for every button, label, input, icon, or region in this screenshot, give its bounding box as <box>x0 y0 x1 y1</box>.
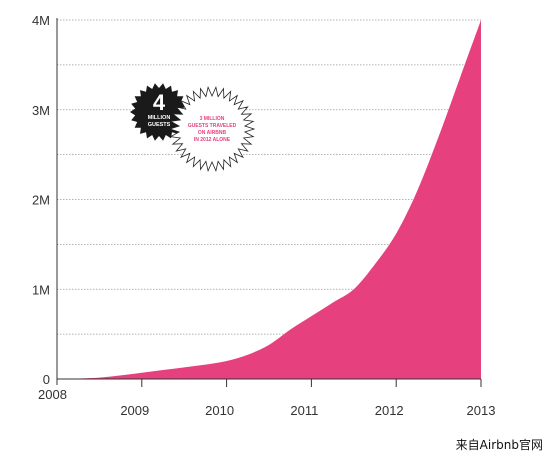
badge-4-million-guests: 4 MILLION GUESTS <box>130 83 188 141</box>
x-tick-label: 2008 <box>38 387 67 402</box>
y-tick-label: 1M <box>32 282 50 297</box>
y-tick-label: 2M <box>32 193 50 208</box>
x-tick-label: 2009 <box>120 403 149 418</box>
y-axis-ticks: 0 1M 2M 3M 4M <box>32 13 50 387</box>
x-tick-label: 2011 <box>290 403 318 418</box>
badge2-line4: IN 2012 ALONE <box>194 137 231 143</box>
badge-3-million-2012: 3 MILLION GUESTS TRAVELED ON AIRBNB IN 2… <box>168 85 256 173</box>
y-tick-label: 0 <box>43 372 50 387</box>
y-tick-label: 3M <box>32 103 50 118</box>
badge-label-line2: GUESTS <box>148 122 171 128</box>
x-axis-ticks: 2008 2009 2010 2011 2012 2013 <box>38 379 495 418</box>
y-tick-label: 4M <box>32 13 50 28</box>
badge2-line3: ON AIRBNB <box>198 130 227 136</box>
x-tick-label: 2010 <box>205 403 234 418</box>
guests-area-series <box>57 20 481 379</box>
badge2-line2: GUESTS TRAVELED <box>188 123 237 129</box>
badge-label-line1: MILLION <box>148 115 171 121</box>
starburst-dark-badge <box>130 83 188 141</box>
source-caption: 来自Airbnb官网 <box>455 438 543 452</box>
x-tick-label: 2012 <box>375 403 404 418</box>
badge2-line1: 3 MILLION <box>200 116 225 122</box>
x-tick-label: 2013 <box>467 403 496 418</box>
starburst-outline-badge <box>168 85 256 173</box>
badge-number: 4 <box>153 90 166 115</box>
